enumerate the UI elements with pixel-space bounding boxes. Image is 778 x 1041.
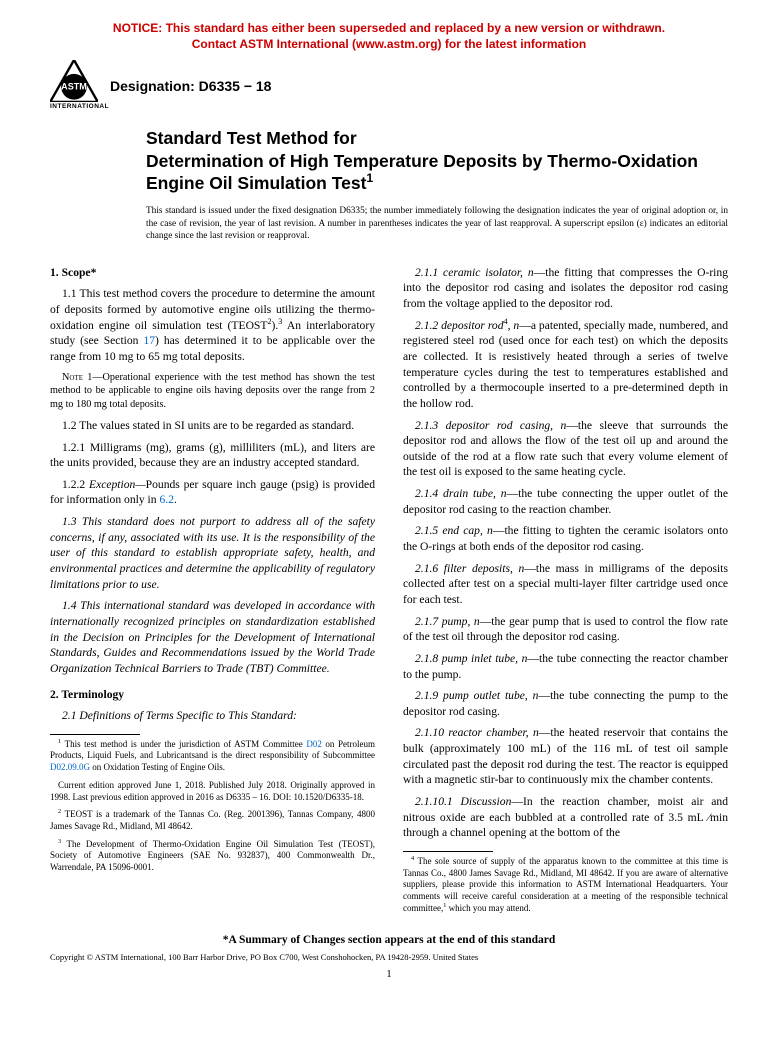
note-1: Note 1—Operational experience with the t…	[50, 371, 375, 412]
def-2.1.1: 2.1.1 ceramic isolator, n—the fitting th…	[403, 265, 728, 312]
summary-of-changes-line: *A Summary of Changes section appears at…	[50, 934, 728, 946]
def-2.1.10.1: 2.1.10.1 Discussion—In the reaction cham…	[403, 794, 728, 841]
committee-d02-link[interactable]: D02	[303, 739, 322, 749]
notice-line1: NOTICE: This standard has either been su…	[113, 21, 665, 35]
svg-text:ASTM: ASTM	[61, 82, 87, 92]
footnote-3: 3 The Development of Thermo-Oxidation En…	[50, 839, 375, 874]
para-1.2.1: 1.2.1 Milligrams (mg), grams (g), millil…	[50, 440, 375, 471]
def-2.1.8: 2.1.8 pump inlet tube, n—the tube connec…	[403, 651, 728, 682]
para-2.1: 2.1 Definitions of Terms Specific to Thi…	[50, 708, 375, 724]
def-2.1.2: 2.1.2 depositor rod4, n—a patented, spec…	[403, 318, 728, 412]
def-2.1.6: 2.1.6 filter deposits, n—the mass in mil…	[403, 561, 728, 608]
footnote-2: 2 TEOST is a trademark of the Tannas Co.…	[50, 809, 375, 832]
logo-international-label: INTERNATIONAL	[50, 104, 98, 111]
section-6.2-link[interactable]: 6.2	[157, 493, 174, 506]
section-17-link[interactable]: 17	[138, 334, 155, 347]
subcommittee-link[interactable]: D02.09.0G	[50, 762, 90, 772]
copyright-line: Copyright © ASTM International, 100 Barr…	[50, 952, 728, 962]
def-2.1.10: 2.1.10 reactor chamber, n—the heated res…	[403, 725, 728, 788]
right-column: 2.1.1 ceramic isolator, n—the fitting th…	[403, 265, 728, 921]
def-2.1.4: 2.1.4 drain tube, n—the tube connecting …	[403, 486, 728, 517]
footnote-rule-right	[403, 851, 493, 852]
footnote-1: 1 This test method is under the jurisdic…	[50, 739, 375, 774]
para-1.1: 1.1 This test method covers the procedur…	[50, 286, 375, 364]
footnote-rule-left	[50, 734, 140, 735]
title-prefix: Standard Test Method for	[146, 128, 357, 148]
astm-logo: ASTM INTERNATIONAL	[50, 60, 98, 111]
def-2.1.9: 2.1.9 pump outlet tube, n—the tube conne…	[403, 688, 728, 719]
issuance-note: This standard is issued under the fixed …	[146, 205, 728, 243]
notice-banner: NOTICE: This standard has either been su…	[50, 20, 728, 52]
title-block: Standard Test Method for Determination o…	[146, 127, 728, 243]
def-2.1.7: 2.1.7 pump, n—the gear pump that is used…	[403, 614, 728, 645]
designation-label: Designation: D6335 − 18	[110, 78, 271, 94]
def-2.1.5: 2.1.5 end cap, n—the fitting to tighten …	[403, 523, 728, 554]
para-1.4: 1.4 This international standard was deve…	[50, 598, 375, 676]
para-1.2.2: 1.2.2 Exception—Pounds per square inch g…	[50, 477, 375, 508]
footnote-4: 4 The sole source of supply of the appar…	[403, 856, 728, 914]
content-columns: 1. Scope* 1.1 This test method covers th…	[50, 265, 728, 921]
notice-line2: Contact ASTM International (www.astm.org…	[192, 37, 586, 51]
header-row: ASTM INTERNATIONAL Designation: D6335 − …	[50, 60, 728, 111]
footnote-1b: Current edition approved June 1, 2018. P…	[50, 780, 375, 803]
standard-title: Standard Test Method for Determination o…	[146, 127, 728, 195]
document-page: NOTICE: This standard has either been su…	[0, 0, 778, 1006]
para-1.2: 1.2 The values stated in SI units are to…	[50, 418, 375, 434]
title-main: Determination of High Temperature Deposi…	[146, 151, 698, 194]
astm-logo-icon: ASTM	[50, 60, 98, 102]
def-2.1.3: 2.1.3 depositor rod casing, n—the sleeve…	[403, 418, 728, 481]
terminology-heading: 2. Terminology	[50, 687, 375, 703]
left-column: 1. Scope* 1.1 This test method covers th…	[50, 265, 375, 921]
page-number: 1	[50, 968, 728, 980]
scope-heading: 1. Scope*	[50, 265, 375, 281]
title-sup: 1	[366, 172, 373, 186]
para-1.3: 1.3 This standard does not purport to ad…	[50, 514, 375, 592]
